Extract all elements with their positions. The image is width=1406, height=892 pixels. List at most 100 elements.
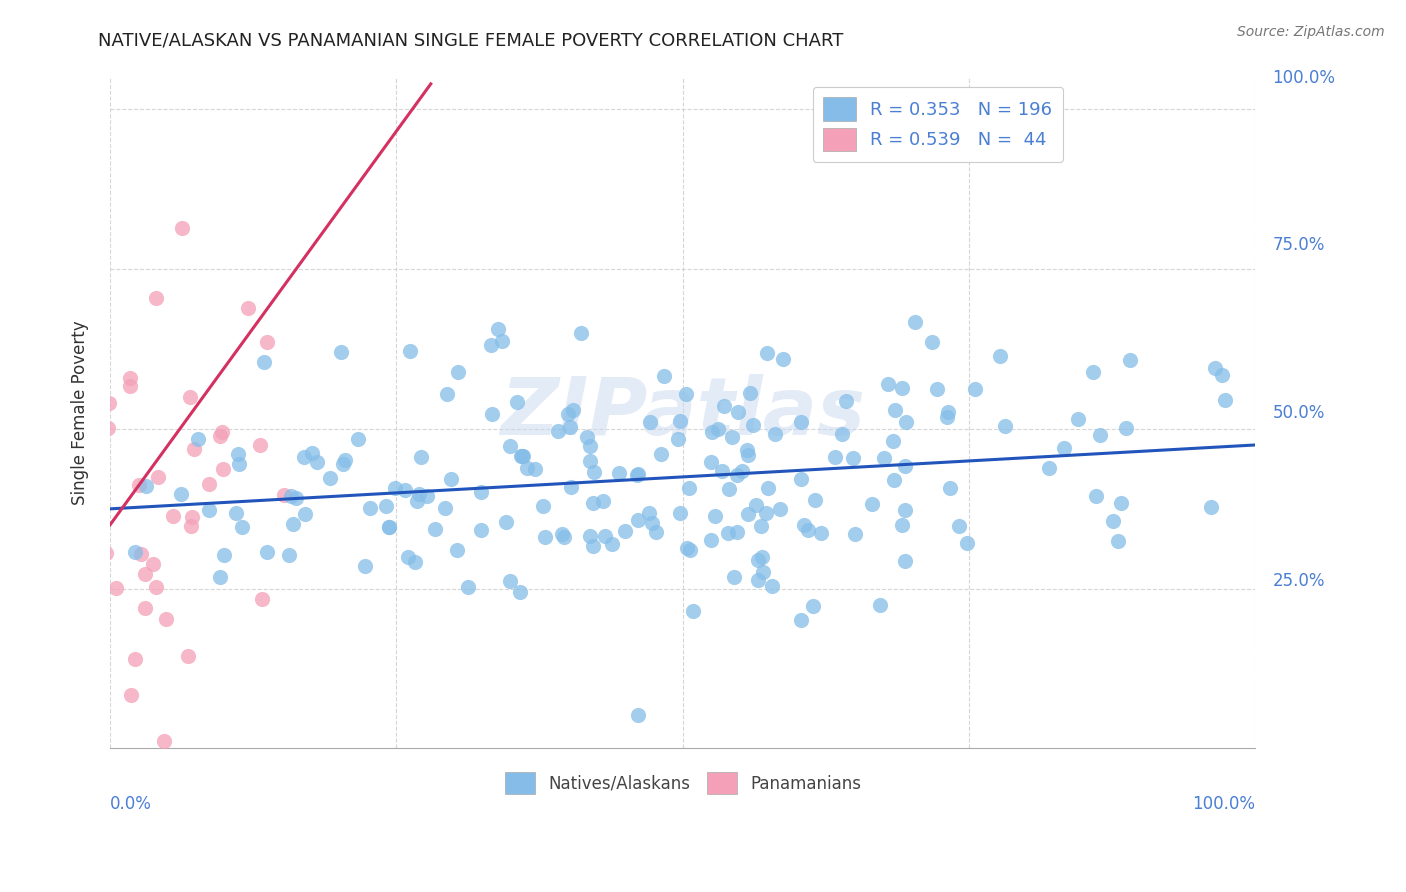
Point xyxy=(399,343,422,358)
Point xyxy=(738,386,761,401)
Point xyxy=(682,604,704,618)
Point xyxy=(831,427,853,442)
Point xyxy=(747,553,769,567)
Point xyxy=(120,371,142,385)
Point xyxy=(118,379,141,393)
Point xyxy=(170,220,193,235)
Point xyxy=(252,592,274,607)
Point xyxy=(678,542,700,557)
Point xyxy=(713,399,735,413)
Point xyxy=(835,393,858,408)
Point xyxy=(396,550,419,565)
Point xyxy=(134,567,156,582)
Point xyxy=(499,574,522,588)
Point xyxy=(751,519,773,533)
Point xyxy=(752,565,775,579)
Point xyxy=(495,515,517,529)
Point xyxy=(354,558,377,573)
Text: 25.0%: 25.0% xyxy=(1272,572,1324,590)
Point xyxy=(509,584,531,599)
Point xyxy=(700,533,723,547)
Point xyxy=(283,516,305,531)
Point xyxy=(470,484,492,499)
Point xyxy=(534,530,557,544)
Point xyxy=(1107,534,1129,549)
Point xyxy=(592,494,614,508)
Point xyxy=(893,554,915,568)
Point xyxy=(434,500,457,515)
Point xyxy=(678,481,700,495)
Legend: Natives/Alaskans, Panamanians: Natives/Alaskans, Panamanians xyxy=(498,766,868,800)
Point xyxy=(893,458,915,473)
Point xyxy=(582,540,605,554)
Point xyxy=(560,480,582,494)
Text: 50.0%: 50.0% xyxy=(1272,404,1324,422)
Point xyxy=(187,432,209,446)
Point xyxy=(1038,460,1060,475)
Point xyxy=(735,442,758,457)
Point xyxy=(1201,500,1223,515)
Point xyxy=(409,450,432,464)
Point xyxy=(725,467,748,482)
Point xyxy=(359,500,381,515)
Point xyxy=(627,513,650,527)
Point xyxy=(1081,365,1104,379)
Point xyxy=(579,529,602,543)
Point xyxy=(225,506,247,520)
Point xyxy=(436,386,458,401)
Point xyxy=(180,519,202,533)
Point xyxy=(877,376,900,391)
Point xyxy=(135,479,157,493)
Point xyxy=(716,526,738,541)
Point xyxy=(1115,421,1137,435)
Point xyxy=(882,434,904,449)
Point xyxy=(1382,421,1405,435)
Point xyxy=(772,351,794,366)
Point xyxy=(575,430,598,444)
Point xyxy=(652,368,675,383)
Text: 100.0%: 100.0% xyxy=(1272,69,1336,87)
Point xyxy=(557,408,579,422)
Point xyxy=(347,432,370,446)
Point xyxy=(1085,489,1108,503)
Point xyxy=(152,734,174,748)
Point xyxy=(253,355,276,369)
Point xyxy=(457,580,479,594)
Point xyxy=(406,494,429,508)
Point xyxy=(212,548,235,562)
Point xyxy=(208,428,231,442)
Point xyxy=(755,507,778,521)
Point xyxy=(742,417,765,432)
Point xyxy=(79,248,101,262)
Point xyxy=(425,522,447,536)
Text: Source: ZipAtlas.com: Source: ZipAtlas.com xyxy=(1237,25,1385,39)
Point xyxy=(499,439,522,453)
Point xyxy=(638,415,661,429)
Point xyxy=(333,453,356,467)
Point xyxy=(873,451,896,466)
Point xyxy=(277,548,299,562)
Point xyxy=(894,503,917,517)
Point xyxy=(145,580,167,594)
Point xyxy=(211,425,233,440)
Point xyxy=(747,573,769,587)
Point xyxy=(676,541,699,555)
Point xyxy=(179,390,201,404)
Point xyxy=(103,779,125,793)
Point xyxy=(170,487,193,501)
Point xyxy=(134,601,156,615)
Point xyxy=(723,570,745,584)
Point xyxy=(810,525,832,540)
Point xyxy=(547,424,569,438)
Point xyxy=(491,334,513,349)
Point xyxy=(844,527,866,541)
Point xyxy=(294,507,316,521)
Point xyxy=(1111,495,1133,509)
Point xyxy=(180,510,202,524)
Point xyxy=(841,451,863,466)
Y-axis label: Single Female Poverty: Single Female Poverty xyxy=(72,321,89,505)
Point xyxy=(562,402,585,417)
Point xyxy=(479,338,502,352)
Point xyxy=(600,537,623,551)
Point xyxy=(579,454,602,468)
